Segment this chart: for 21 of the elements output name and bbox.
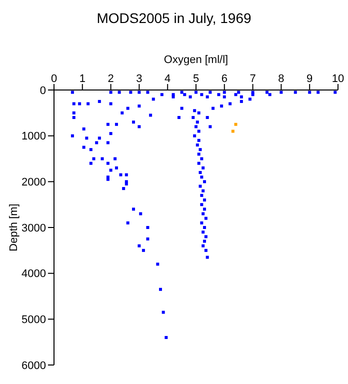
x-tick-label: 5 bbox=[192, 73, 200, 85]
y-tick-label: 4000 bbox=[22, 268, 46, 280]
x-axis-title: Oxygen [ml/l] bbox=[164, 54, 228, 66]
x-tick-label: 2 bbox=[108, 73, 114, 85]
x-tick-label: 1 bbox=[79, 73, 86, 85]
y-tick-label: 2000 bbox=[22, 176, 46, 189]
y-tick-label: 6000 bbox=[22, 360, 46, 372]
x-tick-label: 7 bbox=[250, 73, 256, 85]
x-tick-label: 0 bbox=[50, 73, 58, 85]
y-tick-label: 3000 bbox=[22, 222, 46, 234]
y-tick-label: 1000 bbox=[22, 130, 46, 143]
x-tick-label: 6 bbox=[221, 73, 228, 85]
x-tick-label: 10 bbox=[332, 73, 344, 85]
x-tick-label: 3 bbox=[136, 73, 142, 85]
y-axis-title: Depth [m] bbox=[8, 204, 20, 252]
y-tick-label: 0 bbox=[40, 84, 46, 97]
y-tick-label: 5000 bbox=[22, 314, 46, 326]
x-tick-label: 9 bbox=[306, 73, 313, 85]
x-tick-label: 8 bbox=[278, 73, 284, 85]
chart-title: MODS2005 in July, 1969 bbox=[96, 10, 252, 26]
x-tick-label: 4 bbox=[164, 73, 171, 85]
